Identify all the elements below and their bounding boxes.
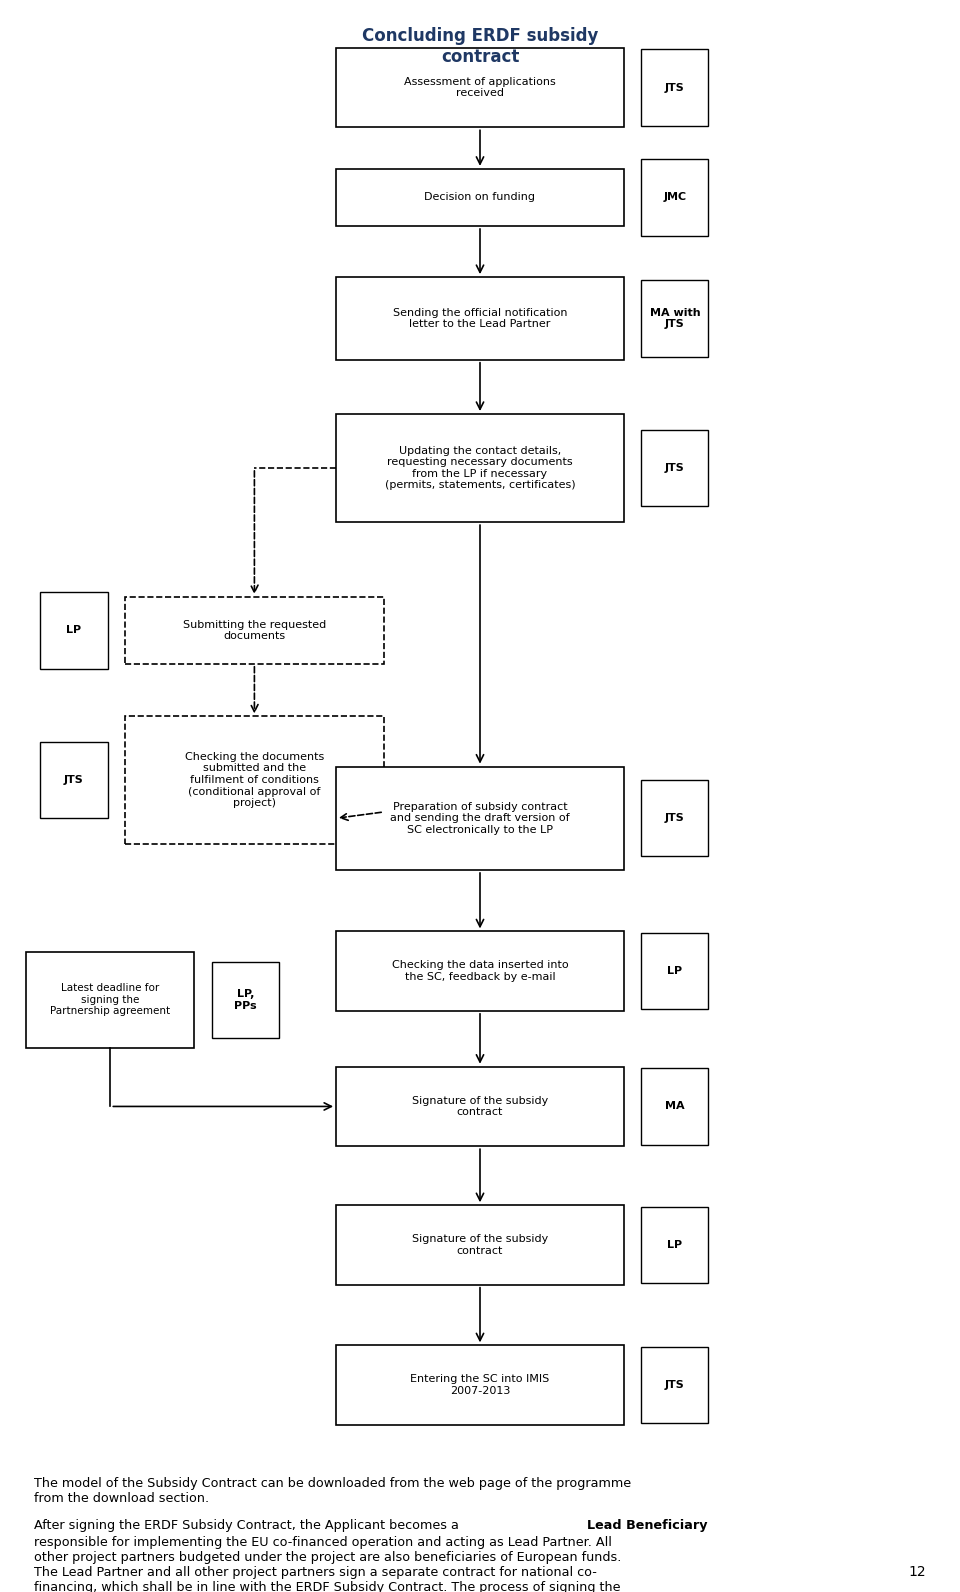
FancyBboxPatch shape	[641, 430, 708, 506]
Text: MA with
JTS: MA with JTS	[650, 307, 700, 330]
FancyBboxPatch shape	[336, 1067, 624, 1146]
FancyBboxPatch shape	[125, 716, 384, 844]
FancyBboxPatch shape	[27, 952, 194, 1048]
FancyBboxPatch shape	[40, 592, 108, 669]
Text: Decision on funding: Decision on funding	[424, 193, 536, 202]
Text: Concluding ERDF subsidy
contract: Concluding ERDF subsidy contract	[362, 27, 598, 65]
FancyBboxPatch shape	[125, 597, 384, 664]
FancyBboxPatch shape	[641, 780, 708, 856]
FancyBboxPatch shape	[641, 1068, 708, 1145]
FancyBboxPatch shape	[641, 933, 708, 1009]
Text: JMC: JMC	[663, 193, 686, 202]
Text: Lead Beneficiary: Lead Beneficiary	[587, 1519, 708, 1532]
Text: Submitting the requested
documents: Submitting the requested documents	[182, 619, 326, 642]
FancyBboxPatch shape	[641, 1207, 708, 1283]
Text: Signature of the subsidy
contract: Signature of the subsidy contract	[412, 1095, 548, 1118]
Text: Checking the documents
submitted and the
fulfilment of conditions
(conditional a: Checking the documents submitted and the…	[184, 751, 324, 809]
FancyBboxPatch shape	[336, 169, 624, 226]
FancyBboxPatch shape	[641, 1347, 708, 1423]
Text: LP: LP	[667, 966, 683, 976]
Text: JTS: JTS	[64, 775, 84, 785]
Text: LP: LP	[66, 626, 82, 635]
Text: JTS: JTS	[665, 1380, 684, 1390]
FancyBboxPatch shape	[641, 280, 708, 357]
FancyBboxPatch shape	[641, 49, 708, 126]
Text: After signing the ERDF Subsidy Contract, the Applicant becomes a: After signing the ERDF Subsidy Contract,…	[34, 1519, 463, 1532]
Text: Updating the contact details,
requesting necessary documents
from the LP if nece: Updating the contact details, requesting…	[385, 446, 575, 490]
Text: responsible for implementing the EU co-financed operation and acting as Lead Par: responsible for implementing the EU co-f…	[34, 1536, 621, 1592]
FancyBboxPatch shape	[641, 159, 708, 236]
FancyBboxPatch shape	[336, 48, 624, 127]
FancyBboxPatch shape	[336, 931, 624, 1011]
Text: 12: 12	[909, 1565, 926, 1579]
FancyBboxPatch shape	[336, 1205, 624, 1285]
Text: JTS: JTS	[665, 83, 684, 92]
FancyBboxPatch shape	[336, 277, 624, 360]
Text: The model of the Subsidy Contract can be downloaded from the web page of the pro: The model of the Subsidy Contract can be…	[34, 1477, 631, 1506]
Text: LP: LP	[667, 1240, 683, 1250]
Text: Assessment of applications
received: Assessment of applications received	[404, 76, 556, 99]
Text: Sending the official notification
letter to the Lead Partner: Sending the official notification letter…	[393, 307, 567, 330]
FancyBboxPatch shape	[336, 414, 624, 522]
Text: LP,
PPs: LP, PPs	[234, 989, 256, 1011]
Text: JTS: JTS	[665, 814, 684, 823]
FancyBboxPatch shape	[211, 962, 278, 1038]
Text: Signature of the subsidy
contract: Signature of the subsidy contract	[412, 1234, 548, 1256]
Text: Preparation of subsidy contract
and sending the draft version of
SC electronical: Preparation of subsidy contract and send…	[390, 802, 570, 834]
Text: Entering the SC into IMIS
2007-2013: Entering the SC into IMIS 2007-2013	[410, 1374, 550, 1396]
FancyBboxPatch shape	[40, 742, 108, 818]
Text: Latest deadline for
signing the
Partnership agreement: Latest deadline for signing the Partners…	[50, 984, 171, 1016]
Text: JTS: JTS	[665, 463, 684, 473]
FancyBboxPatch shape	[336, 767, 624, 869]
FancyBboxPatch shape	[336, 1345, 624, 1425]
Text: Checking the data inserted into
the SC, feedback by e-mail: Checking the data inserted into the SC, …	[392, 960, 568, 982]
Text: MA: MA	[665, 1102, 684, 1111]
